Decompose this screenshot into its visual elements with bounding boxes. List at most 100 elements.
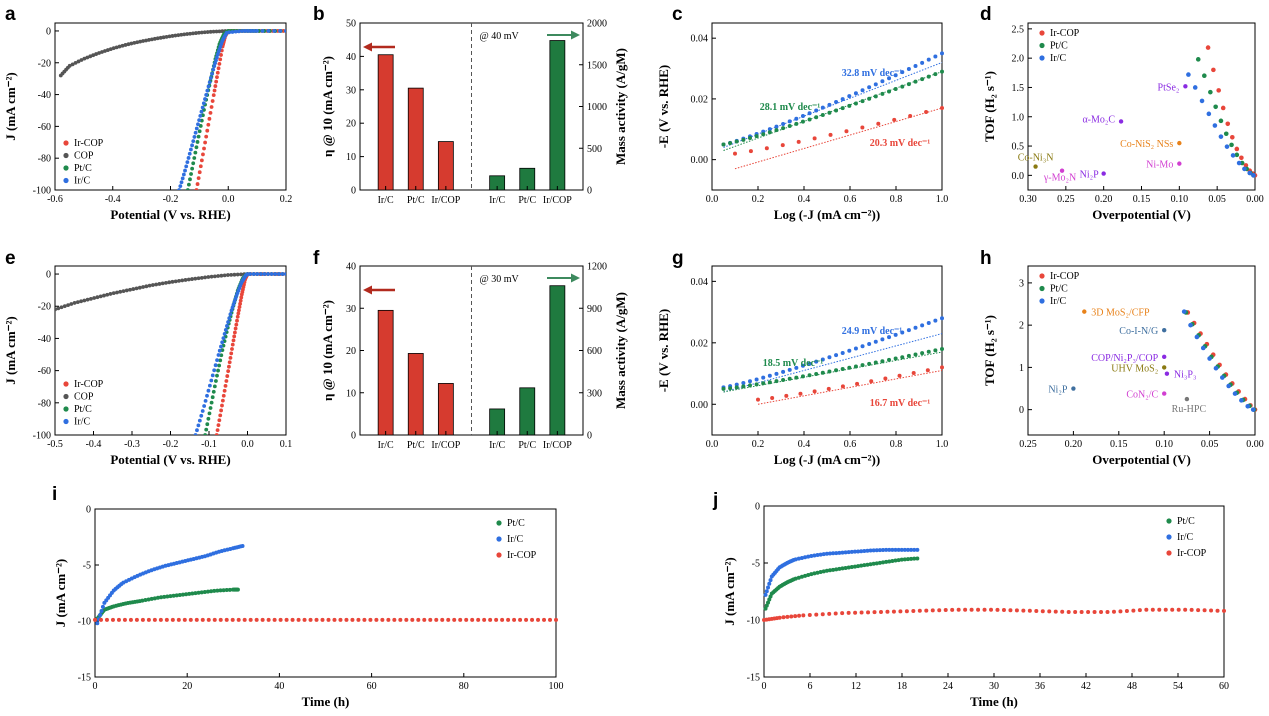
data-point-Ir/C bbox=[840, 97, 845, 102]
data-point-Ir-COP bbox=[464, 617, 469, 622]
data-point-Pt/C bbox=[1202, 73, 1207, 79]
data-point-Pt/C bbox=[177, 593, 182, 598]
data-point-Pt/C bbox=[171, 593, 176, 598]
x-tick-label: 30 bbox=[989, 681, 999, 692]
data-point-Pt/C bbox=[188, 177, 192, 182]
data-point-Ir/C bbox=[920, 323, 925, 328]
data-point-Pt/C bbox=[1195, 57, 1201, 62]
data-point-Ir/C bbox=[890, 547, 895, 552]
data-point-COP bbox=[188, 31, 192, 36]
data-point-Ir-COP bbox=[224, 617, 229, 622]
data-point-Pt/C bbox=[208, 406, 213, 410]
data-point-Ir-COP bbox=[227, 360, 232, 365]
data-point-Ir/C bbox=[98, 613, 103, 618]
data-point-Ir-COP bbox=[223, 383, 228, 388]
data-point-COP bbox=[108, 47, 113, 51]
data-point-COP bbox=[129, 41, 134, 46]
data-point-Ir/C bbox=[229, 308, 234, 313]
data-point-COP bbox=[137, 285, 142, 290]
reference-point bbox=[1177, 140, 1182, 146]
data-point-COP bbox=[105, 292, 110, 297]
data-point-COP bbox=[123, 43, 128, 47]
data-point-Ir/C bbox=[794, 365, 799, 370]
data-point-Ir/C bbox=[206, 388, 211, 393]
y-right-tick-label: 600 bbox=[587, 346, 602, 357]
y-axis-title-left: η @ 10 (mA cm⁻²) bbox=[320, 56, 335, 157]
panel-h: 0.25 0.20 0.15 0.10 0.05 0.00 0 1 2 3 Overpotentia… bbox=[980, 248, 1264, 467]
data-point-Pt/C bbox=[207, 411, 212, 416]
x-tick-label: 0.15 bbox=[1133, 194, 1151, 205]
data-point-Ir/C bbox=[1220, 375, 1225, 380]
data-point-Ir/C bbox=[207, 80, 212, 85]
panel-letter: d bbox=[980, 4, 992, 25]
data-point-COP bbox=[173, 279, 178, 284]
data-point-Pt/C bbox=[865, 562, 870, 567]
data-point-Pt/C bbox=[809, 572, 814, 577]
data-point-Ir-COP bbox=[733, 151, 737, 156]
data-point-Ir/C bbox=[203, 97, 207, 101]
data-point-Ir/C bbox=[260, 29, 265, 33]
x-tick-label: -0.4 bbox=[86, 439, 102, 450]
tafel-slope-label: 20.3 mV dec⁻¹ bbox=[870, 138, 931, 149]
data-point-Ir/C bbox=[237, 29, 241, 34]
data-point-Ir/C bbox=[205, 88, 210, 93]
y-tick-label: 0 bbox=[46, 26, 51, 37]
y-tick-label: 0.0 bbox=[1012, 171, 1025, 182]
data-point-Ir/C bbox=[909, 547, 914, 552]
x-axis-title: Time (h) bbox=[970, 694, 1018, 709]
data-point-COP bbox=[121, 289, 126, 294]
data-point-Ir/C bbox=[225, 324, 229, 328]
data-point-COP bbox=[115, 290, 119, 295]
reference-label: Ru-HPC bbox=[1172, 404, 1207, 415]
data-point-Ir/C bbox=[226, 320, 230, 324]
data-point-Pt/C bbox=[212, 588, 217, 593]
data-point-Ir/C bbox=[1251, 173, 1256, 178]
data-point-Ir-COP bbox=[368, 617, 373, 622]
data-point-Ir-COP bbox=[1205, 45, 1211, 50]
data-point-Ir-COP bbox=[254, 617, 259, 622]
x-category-label: Ir/C bbox=[489, 195, 505, 206]
data-point-Ir/C bbox=[893, 547, 898, 552]
data-point-Ir-COP bbox=[1222, 608, 1226, 613]
x-category-label: Ir/C bbox=[489, 440, 505, 451]
data-point-Pt/C bbox=[165, 594, 170, 599]
data-point-Ir-COP bbox=[205, 128, 210, 133]
legend-marker bbox=[63, 140, 69, 146]
data-point-COP bbox=[94, 52, 99, 56]
data-point-Ir/C bbox=[243, 29, 248, 33]
data-point-COP bbox=[217, 29, 222, 34]
data-point-COP bbox=[79, 58, 84, 62]
x-axis-title: Overpotential (V) bbox=[1092, 452, 1191, 467]
y-tick-label: -20 bbox=[38, 58, 51, 69]
data-point-Ir-COP bbox=[784, 393, 789, 398]
data-point-Ir/C bbox=[252, 29, 256, 33]
data-point-Ir-COP bbox=[1034, 608, 1039, 613]
data-point-Ir/C bbox=[887, 335, 892, 340]
data-point-Ir-COP bbox=[482, 617, 487, 622]
legend-label: Ir/C bbox=[1050, 296, 1066, 307]
data-point-Ir/C bbox=[843, 550, 848, 555]
data-point-Ir-COP bbox=[1124, 608, 1129, 613]
data-point-Pt/C bbox=[806, 572, 811, 577]
legend-label: Pt/C bbox=[74, 163, 92, 174]
data-point-Ir/C bbox=[214, 58, 218, 63]
legend-label: Ir/C bbox=[1050, 53, 1066, 64]
data-point-Ir-COP bbox=[220, 398, 225, 403]
data-point-Ir-COP bbox=[833, 611, 838, 616]
data-point-Ir-COP bbox=[217, 61, 222, 66]
x-category-label: Pt/C bbox=[407, 440, 425, 451]
data-point-Ir/C bbox=[754, 377, 759, 382]
data-point-Ir-COP bbox=[158, 617, 163, 622]
data-point-Ir/C bbox=[887, 76, 892, 81]
data-point-Ir-COP bbox=[215, 70, 220, 75]
data-point-Pt/C bbox=[196, 590, 201, 595]
data-point-Ir/C bbox=[233, 296, 238, 301]
reference-point bbox=[1033, 164, 1038, 169]
data-point-COP bbox=[141, 39, 145, 43]
legend-marker bbox=[1166, 518, 1172, 524]
reference-label: Ni-Mo bbox=[1146, 160, 1173, 171]
x-tick-label: 100 bbox=[549, 681, 564, 692]
x-axis-title: Potential (V vs. RHE) bbox=[110, 207, 230, 222]
